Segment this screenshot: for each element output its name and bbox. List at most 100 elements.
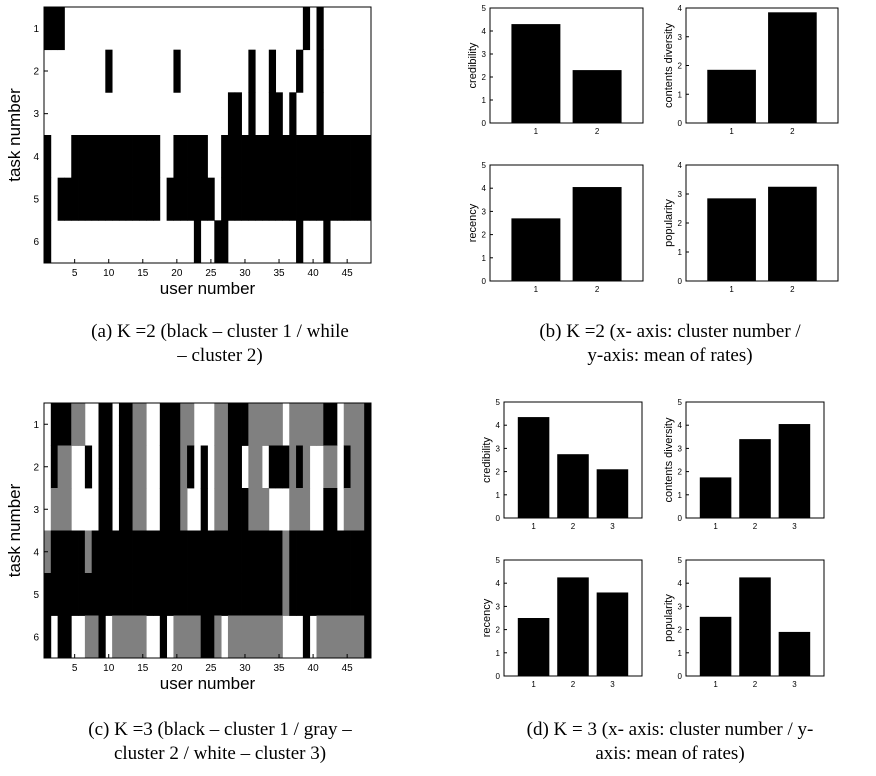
heatmap-cell — [268, 615, 277, 659]
y-axis-label: credibility — [481, 437, 493, 483]
heatmap-cell — [214, 403, 222, 446]
caption-a: (a) K =2 (black – cluster 1 / while – cl… — [20, 320, 420, 368]
x-tick-label: 2 — [790, 127, 795, 136]
heatmap-cell — [343, 445, 351, 489]
heatmap-cell — [323, 530, 331, 574]
heatmap-cell — [200, 177, 208, 221]
heatmap-cell — [71, 403, 79, 446]
y-axis-label: contents diversity — [663, 23, 675, 108]
heatmap-cell — [275, 615, 283, 659]
y-tick-label: 2 — [33, 67, 39, 78]
heatmap-cell — [139, 135, 147, 179]
heatmap-cell — [350, 445, 358, 489]
bar — [707, 69, 756, 123]
heatmap-cell — [275, 530, 283, 574]
heatmap-cell — [159, 615, 168, 659]
heatmap-cell — [268, 49, 277, 93]
y-tick-label: 0 — [678, 119, 683, 128]
heatmap-cell — [207, 530, 215, 574]
bar — [596, 592, 629, 676]
x-tick-label: 2 — [790, 285, 795, 294]
heatmap-cell — [173, 177, 181, 221]
heatmap-cell — [255, 530, 263, 574]
heatmap-cell — [98, 135, 106, 179]
heatmap-cell — [302, 135, 311, 179]
y-tick-label: 6 — [33, 237, 39, 248]
heatmap-cell — [193, 135, 202, 179]
heatmap-cell — [241, 615, 249, 659]
heatmap-cell — [316, 135, 324, 179]
heatmap-cell — [234, 92, 242, 136]
heatmap-cell — [234, 488, 242, 531]
heatmap-cell — [112, 615, 120, 659]
heatmap-cell — [221, 177, 229, 221]
heatmap-cell — [200, 445, 208, 489]
heatmap-cell — [330, 403, 338, 446]
heatmap-cell — [98, 177, 106, 221]
heatmap-cell — [241, 573, 249, 616]
heatmap-cell — [330, 445, 338, 489]
bar — [517, 618, 550, 676]
heatmap-cell — [105, 403, 113, 446]
heatmap-cell — [214, 615, 222, 659]
heatmap-cell — [84, 573, 93, 616]
heatmap-cell — [227, 573, 236, 616]
heatmap-cell — [84, 445, 93, 489]
heatmap-cell — [350, 135, 358, 179]
heatmap-cell — [50, 445, 59, 489]
heatmap-cell — [98, 573, 106, 616]
heatmap-cell — [132, 573, 140, 616]
y-tick-label: 1 — [678, 649, 683, 658]
heatmap-cell — [248, 403, 256, 446]
heatmap-cell — [255, 573, 263, 616]
heatmap-cell — [248, 615, 256, 659]
heatmap-cell — [227, 615, 236, 659]
heatmap-cell — [336, 573, 345, 616]
y-tick-label: 5 — [33, 590, 39, 601]
heatmap-cell — [159, 403, 168, 446]
y-tick-label: 5 — [33, 195, 39, 206]
heatmap-cell — [268, 135, 277, 179]
heatmap-cell — [132, 488, 140, 531]
heatmap-cell — [125, 615, 133, 659]
heatmap-cell — [357, 488, 365, 531]
heatmap-cell — [153, 530, 161, 574]
heatmap-cell — [350, 403, 358, 446]
heatmap-cell — [187, 573, 195, 616]
bar — [511, 24, 561, 124]
heatmap-cell — [227, 92, 236, 136]
y-tick-label: 4 — [33, 152, 39, 163]
y-tick-label: 3 — [33, 505, 39, 516]
heatmap-cell — [64, 573, 72, 616]
y-tick-label: 0 — [482, 277, 487, 286]
heatmap-cell — [316, 92, 324, 136]
heatmap-cell — [105, 49, 113, 93]
y-tick-label: 0 — [678, 672, 683, 681]
bar — [778, 631, 811, 676]
heatmap-cell — [364, 403, 372, 446]
heatmap-cell — [125, 135, 133, 179]
heatmap-cell — [343, 177, 351, 221]
bar-panel-d1: 1 2 3 0 1 2 3 4 5 credibility — [481, 398, 643, 531]
heatmap-cell — [302, 445, 311, 489]
heatmap-cell — [64, 615, 72, 659]
heatmap-cell — [50, 403, 59, 446]
y-tick-label: 3 — [496, 602, 501, 611]
heatmap-cell — [84, 615, 93, 659]
heatmap-cell — [302, 177, 311, 221]
y-tick-label: 1 — [33, 24, 39, 35]
heatmap-cell — [64, 530, 72, 574]
heatmap-cell — [125, 488, 133, 531]
heatmap-cell — [193, 615, 202, 659]
y-tick-label: 4 — [496, 579, 501, 588]
heatmap-cell — [268, 445, 277, 489]
heatmap-cell — [227, 403, 236, 446]
heatmap-frame — [43, 6, 372, 264]
heatmap-cell — [364, 573, 372, 616]
heatmap-cell — [296, 135, 304, 179]
caption-d: (d) K = 3 (x- axis: cluster number / y- … — [465, 718, 875, 766]
y-tick-label: 2 — [496, 468, 501, 477]
heatmap-cell — [248, 445, 256, 489]
heatmap-cell — [221, 403, 229, 446]
x-tick-label: 10 — [103, 663, 115, 674]
